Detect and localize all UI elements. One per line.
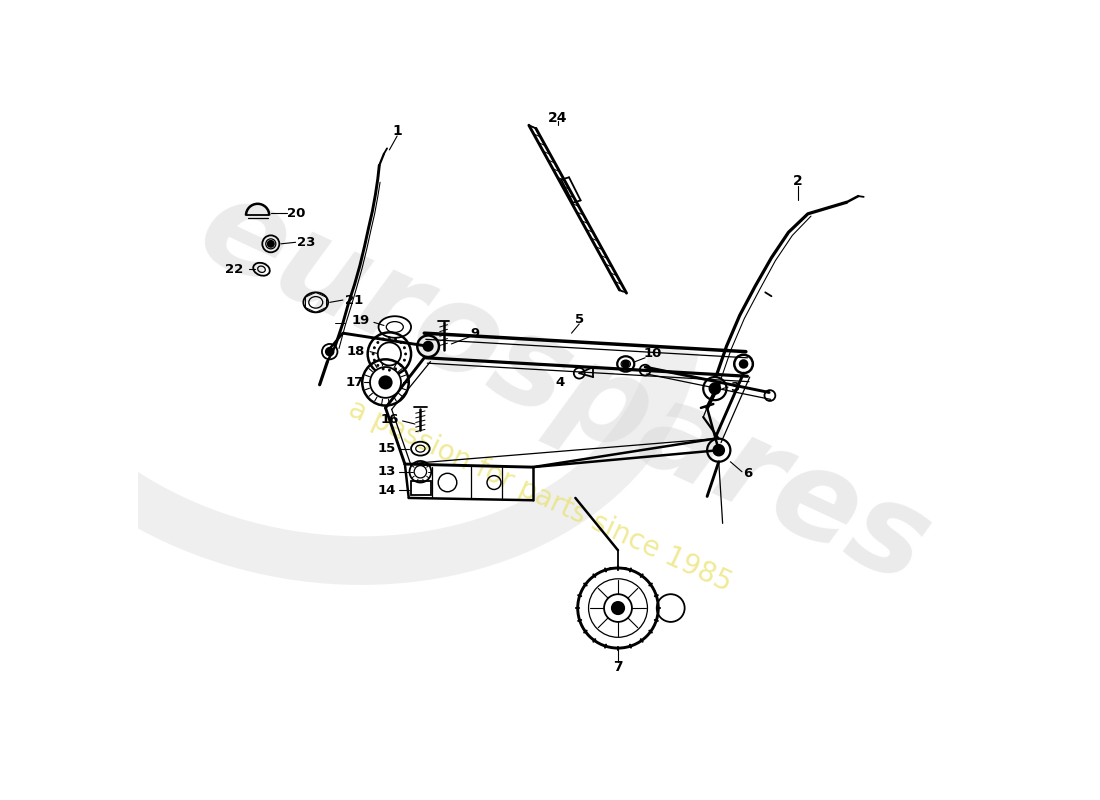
Text: 13: 13 (378, 466, 396, 478)
Circle shape (373, 346, 375, 349)
Text: a passion for parts since 1985: a passion for parts since 1985 (344, 395, 737, 598)
Circle shape (267, 241, 274, 247)
Text: 1: 1 (393, 124, 402, 138)
Circle shape (377, 364, 379, 366)
Text: 2: 2 (793, 174, 803, 188)
Text: 10: 10 (644, 347, 662, 361)
Circle shape (377, 342, 379, 343)
Circle shape (382, 368, 384, 370)
Circle shape (424, 342, 432, 351)
Text: 7: 7 (613, 660, 623, 674)
Circle shape (713, 445, 724, 455)
Circle shape (395, 368, 397, 370)
Text: 9: 9 (470, 326, 480, 340)
Text: 24: 24 (548, 110, 568, 125)
Circle shape (404, 346, 406, 349)
Text: 4: 4 (556, 376, 564, 389)
Circle shape (372, 353, 374, 355)
Text: 23: 23 (297, 236, 316, 249)
Text: 16: 16 (381, 413, 398, 426)
Circle shape (377, 342, 402, 366)
Text: 18: 18 (346, 345, 365, 358)
Circle shape (612, 602, 624, 614)
Circle shape (382, 338, 384, 340)
Circle shape (623, 361, 629, 367)
Circle shape (379, 376, 392, 389)
Circle shape (405, 353, 407, 355)
Circle shape (326, 348, 333, 355)
Circle shape (395, 338, 397, 340)
Text: 3: 3 (729, 381, 739, 394)
Circle shape (388, 369, 390, 371)
Circle shape (739, 360, 747, 368)
Text: 15: 15 (378, 442, 396, 455)
Circle shape (399, 342, 402, 343)
Text: 14: 14 (378, 484, 396, 497)
Text: eurospares: eurospares (180, 166, 947, 610)
Text: 5: 5 (574, 313, 584, 326)
Text: 17: 17 (345, 376, 364, 389)
Circle shape (370, 367, 402, 398)
FancyBboxPatch shape (411, 481, 431, 495)
Text: 19: 19 (352, 314, 370, 327)
Text: 6: 6 (744, 467, 752, 480)
Circle shape (404, 359, 406, 362)
Text: 20: 20 (287, 206, 306, 219)
Circle shape (415, 466, 427, 478)
Text: 21: 21 (345, 294, 364, 306)
Circle shape (388, 337, 390, 339)
Circle shape (604, 594, 631, 622)
Circle shape (399, 364, 402, 366)
Circle shape (373, 359, 375, 362)
Circle shape (710, 383, 720, 394)
Text: 22: 22 (226, 262, 243, 276)
